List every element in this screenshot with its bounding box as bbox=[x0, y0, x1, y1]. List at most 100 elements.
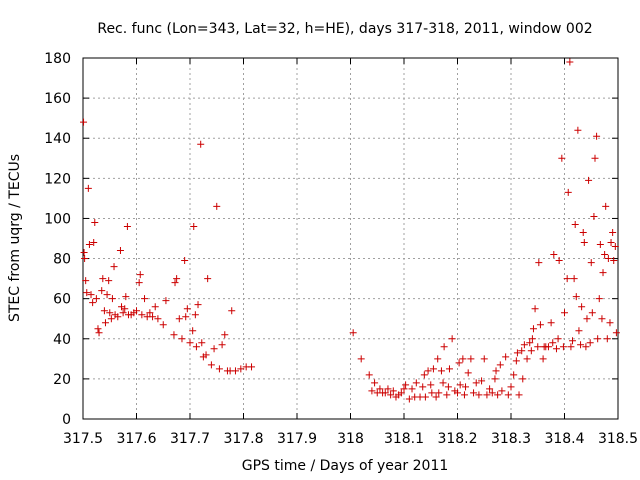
data-point bbox=[105, 277, 113, 285]
data-point bbox=[133, 307, 140, 315]
data-point bbox=[368, 387, 376, 395]
x-tick-label: 318.3 bbox=[491, 431, 531, 447]
data-point bbox=[421, 393, 429, 401]
x-tick-label: 318 bbox=[337, 431, 364, 447]
data-point bbox=[197, 140, 205, 148]
data-point bbox=[504, 391, 512, 399]
x-tick-label: 317.8 bbox=[223, 431, 263, 447]
data-point bbox=[400, 385, 408, 393]
data-point bbox=[151, 303, 159, 311]
data-point bbox=[578, 303, 586, 311]
data-point bbox=[539, 355, 547, 363]
data-point bbox=[349, 329, 357, 337]
data-point bbox=[384, 385, 392, 393]
x-tick-label: 317.7 bbox=[170, 431, 210, 447]
data-point bbox=[173, 275, 181, 283]
data-point bbox=[82, 277, 90, 285]
x-tick-label: 317.6 bbox=[116, 431, 156, 447]
y-tick-label: 80 bbox=[53, 252, 71, 268]
data-point bbox=[159, 321, 167, 329]
data-point bbox=[472, 379, 480, 387]
data-point bbox=[488, 389, 496, 397]
data-point bbox=[192, 343, 200, 351]
data-point bbox=[94, 325, 102, 333]
data-point bbox=[103, 291, 111, 299]
data-point bbox=[512, 357, 520, 365]
data-point bbox=[178, 335, 186, 343]
data-point bbox=[607, 239, 615, 247]
y-tick-label: 0 bbox=[62, 412, 71, 428]
data-point bbox=[470, 389, 478, 397]
data-point bbox=[231, 367, 239, 375]
data-point bbox=[610, 257, 618, 265]
data-point bbox=[99, 275, 107, 283]
data-point bbox=[464, 369, 472, 377]
x-tick-label: 318.5 bbox=[598, 431, 638, 447]
data-point bbox=[149, 313, 157, 321]
data-point bbox=[107, 315, 115, 323]
data-point bbox=[80, 249, 88, 257]
data-point bbox=[444, 383, 452, 391]
data-point bbox=[559, 343, 567, 351]
data-point bbox=[106, 309, 114, 317]
y-ticks: 0 20 40 60 80 100 120 140 160 180 bbox=[44, 51, 618, 428]
data-point bbox=[80, 118, 88, 126]
data-point bbox=[146, 309, 154, 317]
data-point bbox=[221, 331, 229, 339]
data-point bbox=[520, 341, 528, 349]
data-point bbox=[566, 58, 574, 66]
data-point bbox=[162, 297, 170, 305]
data-point bbox=[587, 259, 595, 267]
data-point bbox=[544, 343, 552, 351]
data-point bbox=[154, 315, 162, 323]
data-point bbox=[571, 220, 579, 228]
data-point bbox=[531, 305, 539, 313]
data-point bbox=[95, 329, 103, 337]
data-point bbox=[575, 327, 583, 335]
data-point bbox=[210, 345, 218, 353]
data-point bbox=[228, 307, 236, 315]
data-point bbox=[518, 347, 526, 355]
data-point bbox=[612, 329, 620, 337]
data-point bbox=[357, 355, 365, 363]
data-point bbox=[198, 339, 206, 347]
data-point bbox=[596, 241, 604, 249]
data-point bbox=[549, 339, 557, 347]
data-point bbox=[420, 371, 428, 379]
data-point bbox=[455, 359, 463, 367]
data-point bbox=[189, 327, 197, 335]
data-point bbox=[432, 393, 440, 401]
data-point bbox=[586, 339, 594, 347]
data-point bbox=[91, 218, 99, 226]
x-tick-label: 318.2 bbox=[437, 431, 477, 447]
data-point bbox=[424, 367, 432, 375]
data-point bbox=[507, 383, 515, 391]
data-point bbox=[98, 287, 106, 295]
data-point bbox=[81, 255, 89, 263]
data-point bbox=[114, 313, 122, 321]
data-point bbox=[397, 389, 405, 397]
data-point bbox=[536, 321, 544, 329]
data-point bbox=[456, 381, 464, 389]
data-point bbox=[510, 371, 518, 379]
data-point bbox=[594, 335, 602, 343]
data-point bbox=[547, 319, 555, 327]
data-point bbox=[550, 251, 558, 259]
x-axis-label: GPS time / Days of year 2011 bbox=[242, 458, 449, 474]
data-point bbox=[439, 379, 447, 387]
data-point bbox=[462, 383, 470, 391]
data-point bbox=[567, 343, 575, 351]
data-point bbox=[591, 154, 599, 162]
data-point bbox=[601, 251, 609, 259]
data-point bbox=[611, 243, 619, 251]
data-point bbox=[483, 391, 491, 399]
data-point bbox=[434, 355, 442, 363]
data-point bbox=[480, 355, 488, 363]
data-point bbox=[371, 379, 379, 387]
data-point bbox=[552, 345, 560, 353]
data-point bbox=[204, 275, 212, 283]
data-point bbox=[494, 391, 502, 399]
data-point bbox=[389, 387, 397, 395]
data-point bbox=[207, 361, 215, 369]
